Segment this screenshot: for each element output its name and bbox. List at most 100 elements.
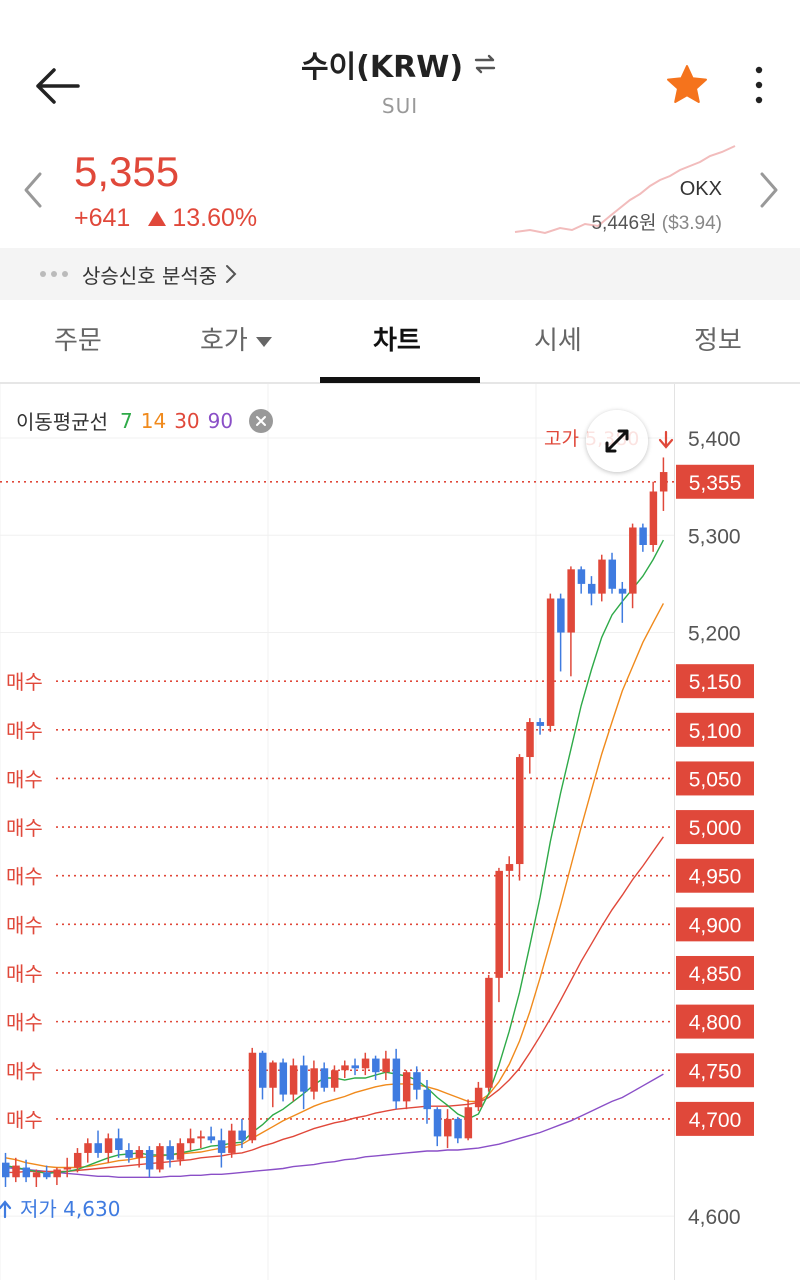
candlestick-chart[interactable]: 5,400 5,300 5,200 4,600 매수 5,150 매수 5,100 매수 5,05… <box>0 384 800 1280</box>
candle-body <box>341 1065 349 1071</box>
ma14-line <box>5 603 665 1169</box>
price-tag <box>676 1004 754 1039</box>
price-tag <box>676 907 754 942</box>
tab-order[interactable]: 주문 <box>54 320 102 357</box>
candle-body <box>320 1068 329 1088</box>
chevron-left-icon[interactable] <box>18 170 48 210</box>
close-icon[interactable] <box>249 408 274 433</box>
candle-body <box>207 1136 216 1141</box>
buy-order-label: 매수 <box>6 962 43 986</box>
ma90-line <box>5 1073 664 1178</box>
candle-body <box>567 569 575 633</box>
current-price: 5,355 <box>74 148 180 195</box>
candle-body <box>115 1138 123 1151</box>
tab-info-label: 정보 <box>694 326 742 356</box>
candle-body <box>392 1058 401 1102</box>
y-tick-label: 5,200 <box>688 623 741 646</box>
legend-ma30: 30 <box>174 408 200 433</box>
candle-body <box>598 559 606 594</box>
candle-body <box>536 722 545 726</box>
change-percent: 13.60% <box>148 204 257 233</box>
back-arrow-icon[interactable] <box>30 58 86 114</box>
price-tag <box>676 858 754 893</box>
candle-body <box>608 559 617 589</box>
price-change: +641 13.60% <box>74 204 257 233</box>
buy-order-label: 매수 <box>6 670 43 694</box>
candle-body <box>176 1143 185 1160</box>
caret-down-icon <box>255 336 272 347</box>
candle-body <box>454 1118 462 1139</box>
candle-body <box>43 1172 51 1178</box>
candle-body <box>413 1072 421 1090</box>
tab-info[interactable]: 정보 <box>694 320 742 357</box>
candle-body <box>12 1165 20 1178</box>
chevron-right-icon <box>226 265 237 283</box>
candle-body <box>526 722 534 758</box>
candle-body <box>639 527 647 545</box>
price-tag <box>676 664 754 699</box>
buy-order-label: 매수 <box>6 913 43 937</box>
page-title[interactable]: 수이(KRW) <box>301 42 499 86</box>
candle-body <box>423 1089 431 1110</box>
buy-order-label: 매수 <box>6 1059 43 1083</box>
moving-average-legend: 이동평균선 7 14 30 90 <box>16 406 274 435</box>
candle-body <box>474 1087 483 1108</box>
tab-market[interactable]: 시세 <box>534 320 582 357</box>
buy-order-label: 매수 <box>6 719 43 743</box>
candle-body <box>145 1150 154 1170</box>
legend-ma14: 14 <box>140 408 167 433</box>
candle-body <box>629 527 637 594</box>
low-price-label: 저가 4,630 <box>20 1197 120 1221</box>
tab-bar: 주문 호가 차트 시세 정보 <box>0 300 800 384</box>
buy-order-label: 매수 <box>6 865 43 889</box>
candle-body <box>649 491 658 545</box>
candle-body <box>22 1167 31 1178</box>
candle-body <box>156 1146 164 1170</box>
expand-chart-icon[interactable] <box>586 410 648 472</box>
ma30-line <box>5 836 664 1174</box>
candle-body <box>361 1058 370 1069</box>
price-tag-label: 4,800 <box>689 1012 742 1035</box>
price-tag <box>676 1053 754 1088</box>
candle-body <box>505 864 514 871</box>
candle-body <box>330 1070 339 1088</box>
price-tag-label: 4,900 <box>689 914 742 937</box>
candle-body <box>228 1130 236 1153</box>
signal-text: 상승신호 분석중 <box>82 263 218 288</box>
legend-title: 이동평균선 <box>16 410 108 434</box>
candle-body <box>32 1172 41 1178</box>
active-tab-indicator <box>320 377 480 383</box>
candle-body <box>577 569 586 584</box>
candle-body <box>382 1058 390 1073</box>
tab-orderbook-label: 호가 <box>200 326 248 356</box>
buy-order-label: 매수 <box>6 1011 43 1035</box>
tab-chart[interactable]: 차트 <box>373 320 421 357</box>
favorite-star-icon[interactable] <box>664 62 710 108</box>
candle-body <box>269 1062 277 1088</box>
candle-body <box>217 1140 226 1153</box>
change-percent-value: 13.60% <box>172 204 258 232</box>
coin-name: 수이(KRW) <box>300 50 464 85</box>
up-triangle-icon <box>148 211 167 226</box>
price-tag-label: 4,700 <box>689 1109 742 1132</box>
candle-body <box>84 1143 92 1153</box>
more-options-icon[interactable] <box>744 60 774 110</box>
candle-body <box>125 1150 133 1158</box>
chevron-right-icon[interactable] <box>754 170 784 210</box>
y-tick-label: 5,300 <box>688 525 741 548</box>
candle-body <box>279 1062 288 1095</box>
candle-body <box>2 1162 10 1178</box>
candle-body <box>485 977 493 1088</box>
price-tag-label: 4,850 <box>689 963 742 986</box>
chart-canvas[interactable]: 5,400 5,300 5,200 4,600 매수 5,150 매수 5,100 매수 5,05… <box>0 384 800 1280</box>
buy-order-label: 매수 <box>6 816 43 840</box>
tab-orderbook[interactable]: 호가 <box>200 320 272 357</box>
candle-body <box>197 1136 205 1139</box>
tab-market-label: 시세 <box>534 326 582 356</box>
candle-body <box>433 1109 442 1137</box>
signal-analysis-bar[interactable]: 상승신호 분석중 <box>0 248 800 300</box>
price-tag <box>676 1101 754 1136</box>
candle-body <box>618 588 627 594</box>
candle-body <box>557 598 565 633</box>
price-tag-label: 5,050 <box>689 768 742 791</box>
